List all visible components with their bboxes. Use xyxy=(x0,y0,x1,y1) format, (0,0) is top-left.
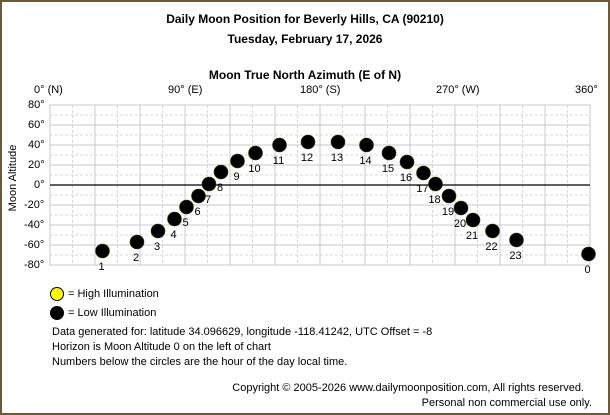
y-tick-20: 20° xyxy=(28,159,45,171)
moon-position-marker xyxy=(179,199,194,215)
x-tick-270: 270° (W) xyxy=(436,84,480,96)
moon-position-marker xyxy=(129,234,145,250)
y-tick-80: 80° xyxy=(28,99,45,111)
moon-position-marker xyxy=(399,154,415,170)
hour-label: 2 xyxy=(133,252,139,264)
y-tick-neg40: -40° xyxy=(24,219,45,231)
hour-label: 14 xyxy=(359,155,371,167)
moon-position-marker xyxy=(428,176,443,192)
moon-position-marker xyxy=(95,243,110,259)
hour-label: 11 xyxy=(273,155,284,167)
moon-position-marker xyxy=(581,246,596,262)
moon-position-marker xyxy=(381,145,397,161)
hour-label: 8 xyxy=(217,182,223,194)
hour-label: 4 xyxy=(170,229,176,241)
y-tick-neg20: -20° xyxy=(24,199,45,211)
info-horizon: Horizon is Moon Altitude 0 on the left o… xyxy=(52,341,271,353)
y-tick-neg60: -60° xyxy=(24,239,45,251)
hour-label: 20 xyxy=(454,218,466,230)
moon-position-marker xyxy=(359,137,374,153)
moon-position-marker xyxy=(300,134,316,150)
hour-label: 3 xyxy=(154,241,160,253)
hour-label: 16 xyxy=(400,172,412,184)
hour-label: 10 xyxy=(248,163,260,175)
hour-label: 7 xyxy=(205,194,211,206)
legend-high: = High Illumination xyxy=(50,287,159,301)
moon-position-marker xyxy=(150,223,166,239)
yellow-circle-icon xyxy=(50,287,64,301)
hour-label: 9 xyxy=(233,171,239,183)
moon-position-marker xyxy=(330,134,346,150)
hour-label: 17 xyxy=(416,183,428,195)
moon-position-marker xyxy=(465,212,481,228)
chart-title: Daily Moon Position for Beverly Hills, C… xyxy=(166,12,444,26)
hour-label: 5 xyxy=(182,217,188,229)
moon-position-marker xyxy=(272,137,287,153)
black-circle-icon xyxy=(50,306,64,320)
y-tick-0: 0° xyxy=(34,179,45,191)
copyright: Copyright © 2005-2026 www.dailymoonposit… xyxy=(232,382,584,394)
y-tick-40: 40° xyxy=(28,139,45,151)
moon-position-marker xyxy=(485,223,500,239)
hour-label: 19 xyxy=(442,206,454,218)
hour-label: 6 xyxy=(194,206,200,218)
moon-position-marker xyxy=(191,188,206,204)
moon-position-marker xyxy=(213,164,229,180)
legend-high-label: = High Illumination xyxy=(68,288,159,300)
hour-label: 23 xyxy=(509,250,521,262)
hour-label: 1 xyxy=(98,261,104,273)
hour-label: 15 xyxy=(382,163,394,175)
legend-low-label: = Low Illumination xyxy=(68,307,157,319)
moon-position-marker xyxy=(441,188,457,204)
x-tick-90: 90° (E) xyxy=(168,84,203,96)
x-tick-180: 180° (S) xyxy=(300,84,341,96)
hour-label: 18 xyxy=(428,194,440,206)
legend-low: = Low Illumination xyxy=(50,306,156,320)
y-tick-neg80: -80° xyxy=(24,259,45,271)
x-axis-title: Moon True North Azimuth (E of N) xyxy=(208,68,402,82)
chart-date: Tuesday, February 17, 2026 xyxy=(227,32,383,46)
hour-label: 0 xyxy=(584,264,590,276)
hour-label: 12 xyxy=(301,152,313,164)
x-tick-360: 360° xyxy=(575,84,598,96)
hour-label: 13 xyxy=(331,152,343,164)
moon-position-marker xyxy=(167,211,182,227)
usage-notice: Personal non commercial use only. xyxy=(421,397,592,409)
y-tick-60: 60° xyxy=(28,119,45,131)
moon-position-marker xyxy=(453,200,469,216)
moon-position-marker xyxy=(230,153,245,169)
info-location: Data generated for: latitude 34.096629, … xyxy=(52,326,433,338)
hour-label: 22 xyxy=(485,241,497,253)
hour-label: 21 xyxy=(466,230,478,242)
moon-position-marker xyxy=(416,165,431,181)
x-tick-0: 0° (N) xyxy=(34,84,63,96)
moon-position-marker xyxy=(509,232,524,248)
moon-position-marker xyxy=(248,145,263,161)
info-hours: Numbers below the circles are the hour o… xyxy=(52,356,348,368)
moon-position-marker xyxy=(201,176,217,192)
